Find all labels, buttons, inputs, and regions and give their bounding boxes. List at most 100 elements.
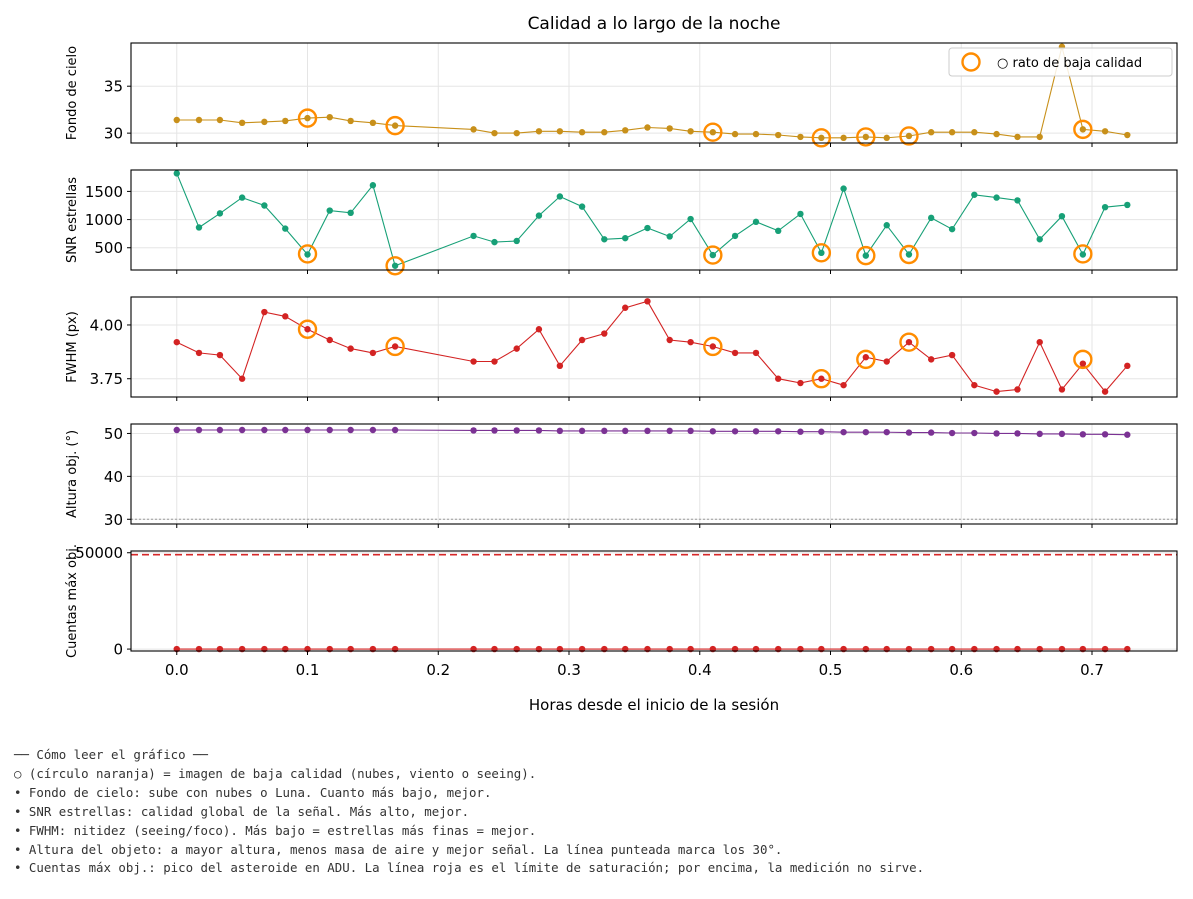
data-point [1124,131,1131,139]
data-point [731,428,739,435]
data-point [535,427,543,434]
data-point [216,426,224,434]
data-point [775,131,782,139]
data-point [666,125,673,132]
low-quality-marker [1073,119,1093,140]
data-point [195,116,203,124]
data-point [261,118,268,126]
data-point [578,203,586,210]
x-tick-label: 0.1 [296,661,320,679]
legend-marker-icon [961,52,981,72]
data-point [775,428,782,435]
low-quality-marker [703,245,723,265]
data-point [578,336,586,344]
data-point [369,426,377,434]
data-point [491,129,498,137]
data-point [840,134,847,142]
data-point [238,119,246,127]
notes-line: • Cuentas máx obj.: pico del asteroide e… [14,860,925,876]
data-point [927,129,935,136]
data-point [470,358,477,365]
low-quality-marker [856,127,876,147]
data-point [195,426,203,434]
data-point [216,116,224,124]
data-point [993,130,1000,138]
data-point [752,428,760,435]
data-point [622,127,629,134]
data-point [601,330,608,337]
data-point [195,349,203,357]
y-tick-label: 1000 [85,211,123,229]
x-axis-label: Horas desde el inicio de la sesión [529,696,779,714]
data-point [491,427,498,434]
data-point [1036,236,1043,243]
data-point [687,338,694,346]
data-point [797,428,804,435]
x-tick-label: 0.2 [426,661,450,679]
data-point [948,129,956,136]
data-point [173,338,180,346]
data-point [391,262,399,269]
data-point [883,222,890,229]
data-point [862,428,870,436]
data-point [993,430,1000,437]
data-point [1036,430,1043,438]
y-axis-label: SNR estrellas [65,177,80,263]
data-point [347,209,354,217]
x-tick-label: 0.6 [949,661,973,679]
low-quality-marker [811,369,832,389]
data-point [687,427,694,435]
low-quality-marker [385,115,405,136]
low-quality-marker [811,243,832,263]
low-quality-marker [703,122,723,142]
series-line [176,173,1128,267]
data-point [775,227,782,235]
data-point [1014,133,1021,141]
data-point [1079,126,1087,133]
data-point [1101,203,1109,211]
data-point [1079,251,1087,258]
data-point [1124,431,1131,438]
data-point [797,133,804,141]
data-point [326,336,333,344]
data-point [948,351,956,359]
data-point [369,349,377,357]
data-point [195,224,203,231]
data-point [862,354,870,361]
data-point [709,343,717,350]
data-point [1079,431,1087,438]
panel-3: 3.75 4.00 FWHM (px) [65,296,1178,401]
data-point [1014,386,1021,393]
notes-line: • Fondo de cielo: sube con nubes o Luna.… [14,784,492,800]
x-tick-label: 0.4 [688,661,712,679]
notes-line: ○ (círculo naranja) = imagen de baja cal… [14,765,537,781]
data-point [971,129,978,136]
data-point [752,349,760,357]
data-point [470,126,477,133]
chart-figure: Calidad a lo largo de la noche Horas des… [65,14,1178,714]
data-point [752,130,760,138]
data-point [216,210,224,217]
data-point [173,170,180,177]
series-line [176,300,1128,393]
data-point [731,130,739,138]
x-tick-label: 0.5 [819,661,843,679]
y-tick-label: 40 [104,468,123,486]
data-point [752,218,760,226]
data-point [687,128,694,135]
low-quality-marker [297,319,318,339]
data-point [282,225,289,232]
low-quality-marker [856,349,876,370]
data-point [556,427,564,435]
data-point [905,251,913,258]
data-point [1101,128,1109,135]
data-point [535,326,543,333]
data-point [905,429,913,436]
data-point [601,427,608,435]
data-point [818,249,825,257]
y-axis-label: Cuentas máx obj. [65,544,80,658]
low-quality-marker [1073,244,1093,264]
y-axis-label: FWHM (px) [65,311,80,383]
data-point [775,375,782,382]
